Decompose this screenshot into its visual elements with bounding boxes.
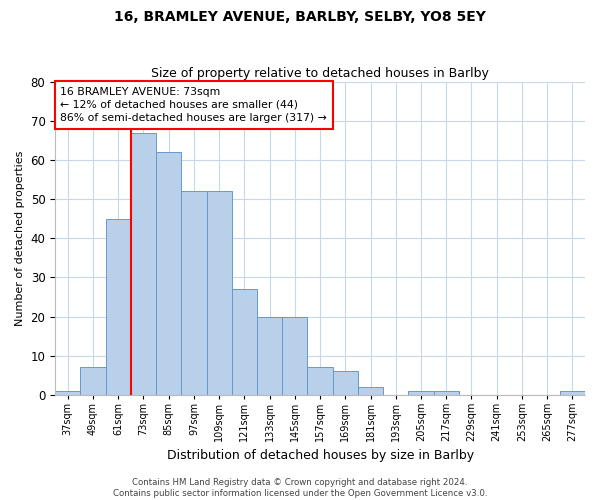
Bar xyxy=(434,391,459,394)
Title: Size of property relative to detached houses in Barlby: Size of property relative to detached ho… xyxy=(151,66,489,80)
Bar xyxy=(409,391,434,394)
Bar xyxy=(560,391,585,394)
Text: 16, BRAMLEY AVENUE, BARLBY, SELBY, YO8 5EY: 16, BRAMLEY AVENUE, BARLBY, SELBY, YO8 5… xyxy=(114,10,486,24)
X-axis label: Distribution of detached houses by size in Barlby: Distribution of detached houses by size … xyxy=(167,450,473,462)
Text: Contains HM Land Registry data © Crown copyright and database right 2024.
Contai: Contains HM Land Registry data © Crown c… xyxy=(113,478,487,498)
Text: 16 BRAMLEY AVENUE: 73sqm
← 12% of detached houses are smaller (44)
86% of semi-d: 16 BRAMLEY AVENUE: 73sqm ← 12% of detach… xyxy=(61,86,327,123)
Y-axis label: Number of detached properties: Number of detached properties xyxy=(15,150,25,326)
Bar xyxy=(332,372,358,394)
Bar xyxy=(232,289,257,395)
Bar xyxy=(307,368,332,394)
Bar xyxy=(282,316,307,394)
Bar xyxy=(55,391,80,394)
Bar xyxy=(358,387,383,394)
Bar xyxy=(206,192,232,394)
Bar xyxy=(257,316,282,394)
Bar xyxy=(181,192,206,394)
Bar xyxy=(156,152,181,394)
Bar xyxy=(106,219,131,394)
Bar xyxy=(131,133,156,394)
Bar xyxy=(80,368,106,394)
